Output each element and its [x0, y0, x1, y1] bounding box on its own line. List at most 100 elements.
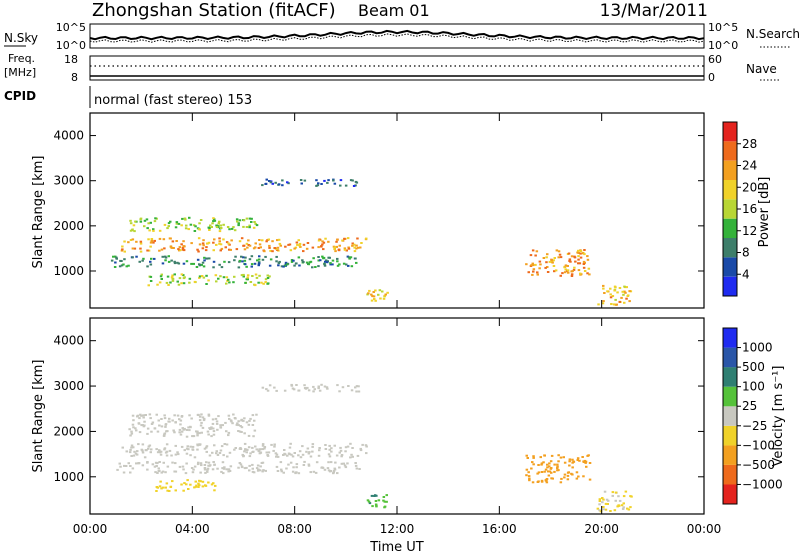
velocity-echo-cell: [192, 468, 195, 471]
velocity-echo-cell: [374, 500, 378, 502]
power-echo-cell: [365, 237, 368, 240]
power-echo-cell: [338, 244, 341, 247]
velocity-echo-cell: [227, 431, 231, 434]
velocity-echo-cell: [576, 459, 579, 461]
velocity-echo-cell: [143, 420, 146, 423]
velocity-echo-cell: [200, 464, 203, 467]
velocity-echo-cell: [571, 466, 574, 469]
power-echo-cell: [609, 287, 612, 290]
velocity-echo-cell: [174, 444, 177, 447]
velocity-echo-cell: [196, 432, 199, 435]
velocity-echo-cell: [199, 471, 202, 474]
velocity-echo-cell: [531, 481, 535, 484]
velocity-echo-cell: [566, 474, 570, 477]
freq-unit-label: [MHz]: [4, 66, 36, 79]
velocity-echo-cell: [228, 417, 231, 420]
velocity-echo-cell: [194, 480, 197, 483]
power-echo-cell: [370, 293, 373, 296]
velocity-echo-cell: [156, 486, 159, 489]
velocity-echo-cell: [191, 448, 194, 451]
power-echo-cell: [579, 252, 582, 255]
power-echo-cell: [181, 217, 184, 220]
velocity-echo-cell: [602, 498, 605, 501]
power-echo-cell: [245, 226, 249, 228]
velocity-echo-cell: [551, 477, 554, 480]
velocity-echo-cell: [356, 454, 360, 457]
power-echo-cell: [143, 225, 146, 228]
power-echo-cell: [368, 289, 371, 292]
velocity-echo-cell: [165, 482, 169, 485]
velocity-echo-cell: [221, 467, 224, 470]
power-echo-cell: [294, 262, 298, 265]
power-echo-cell: [193, 280, 197, 283]
velocity-echo-cell: [357, 390, 361, 393]
power-echo-cell: [238, 240, 242, 243]
power-echo-cell: [238, 219, 242, 222]
power-echo-cell: [256, 259, 259, 262]
velocity-echo-cell: [559, 481, 563, 484]
velocity-echo-cell: [525, 468, 529, 471]
power-echo-cell: [609, 296, 613, 299]
power-echo-cell: [277, 262, 281, 265]
colorbar-tick-label: 24: [742, 159, 757, 173]
velocity-echo-cell: [326, 467, 330, 470]
power-echo-cell: [217, 277, 220, 280]
power-echo-cell: [613, 289, 616, 292]
velocity-echo-cell: [251, 446, 254, 449]
velocity-echo-cell: [199, 424, 203, 427]
velocity-echo-cell: [614, 499, 617, 502]
power-echo-cell: [302, 243, 306, 246]
power-echo-cell: [150, 238, 154, 240]
velocity-echo-cell: [289, 442, 292, 445]
velocity-echo-cell: [562, 456, 565, 459]
power-echo-cell: [145, 218, 149, 221]
velocity-echo-cell: [338, 451, 341, 454]
velocity-echo-cell: [602, 508, 605, 511]
power-echo-cell: [110, 259, 114, 262]
velocity-echo-cell: [132, 426, 135, 429]
velocity-echo-cell: [197, 482, 200, 485]
velocity-echo-cell: [266, 454, 269, 456]
power-y-axis: 4000 3000 2000 1000: [53, 129, 704, 278]
velocity-echo-cell: [220, 470, 223, 473]
power-echo-cell: [564, 264, 568, 267]
velocity-echo-cell: [160, 487, 163, 490]
power-echo-cell: [382, 297, 386, 300]
power-echo-cell: [254, 242, 257, 245]
power-echo-cell: [163, 247, 166, 250]
power-echo-cell: [289, 249, 293, 252]
velocity-echo-cell: [618, 499, 622, 502]
power-echo-cell: [173, 260, 176, 263]
power-echo-cell: [341, 239, 344, 242]
velocity-echo-cell: [314, 471, 318, 474]
velocity-echo-cell: [189, 454, 192, 457]
power-echo-cell: [293, 264, 296, 267]
velocity-echo-cell: [346, 445, 350, 448]
velocity-echo-cell: [307, 464, 311, 467]
power-echo-cell: [246, 276, 249, 279]
power-colorbar-label: Power [dB]: [757, 177, 772, 248]
power-echo-cell: [121, 248, 124, 251]
power-echo-cell: [553, 270, 556, 273]
velocity-echo-cell: [208, 454, 212, 457]
velocity-echo-cell: [330, 447, 333, 450]
velocity-echo-cell: [163, 417, 167, 420]
velocity-echo-cell: [189, 426, 192, 429]
velocity-echo-cell: [133, 450, 136, 453]
power-echo-cell: [261, 184, 264, 187]
velocity-echo-cell: [177, 453, 180, 456]
power-echo-cell: [182, 277, 186, 280]
velocity-echo-cell: [213, 489, 216, 492]
velocity-echo-cell: [329, 461, 333, 464]
power-echo-cell: [606, 290, 609, 293]
power-echo-cell: [546, 266, 549, 268]
power-echo-cell: [212, 220, 215, 223]
velocity-echo-cell: [198, 432, 201, 435]
velocity-echo-cell: [341, 386, 345, 389]
velocity-echo-cell: [218, 452, 222, 454]
power-echo-cell: [183, 245, 186, 248]
power-echo-cell: [127, 241, 130, 244]
velocity-echo-cell: [252, 435, 255, 438]
power-echo-cell: [354, 257, 357, 260]
power-echo-cell: [248, 224, 251, 227]
